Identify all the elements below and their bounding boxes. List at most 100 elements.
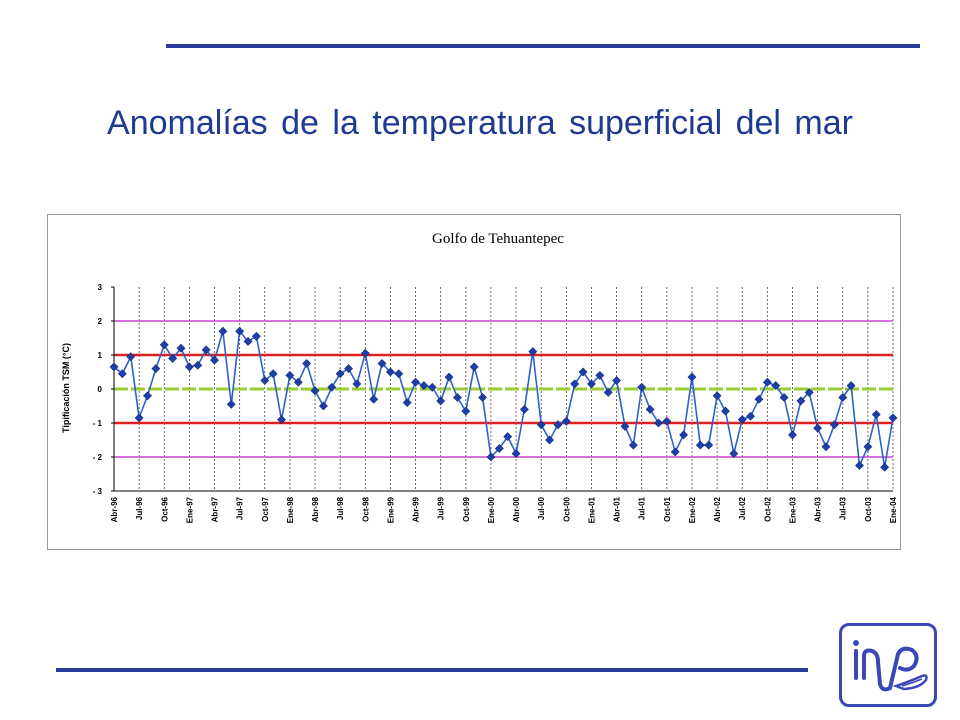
chart-title: Golfo de Tehuantepec: [432, 231, 564, 247]
x-tick-label: Abr-03: [814, 496, 823, 522]
axes: [111, 286, 893, 492]
data-point: [855, 461, 864, 470]
x-tick-label: Oct-01: [663, 496, 672, 521]
data-point: [352, 379, 362, 389]
data-point: [695, 440, 705, 450]
data-point: [134, 413, 144, 423]
data-point: [612, 376, 622, 385]
data-point: [176, 343, 186, 353]
data-point: [595, 370, 605, 380]
chart: Golfo de Tehuantepec Tipificación TSM (°…: [61, 231, 898, 523]
data-point: [385, 367, 395, 377]
x-tick-label: Jul-01: [638, 496, 647, 520]
slide-title: Anomalías de la temperatura superficial …: [107, 104, 853, 142]
y-tick-label: - 3: [93, 487, 103, 496]
data-point: [402, 398, 412, 408]
data-point: [243, 336, 253, 346]
data-point: [302, 359, 312, 368]
data-point: [846, 381, 856, 391]
data-point: [888, 413, 898, 423]
data-point: [344, 364, 353, 374]
data-point: [620, 421, 630, 431]
data-point: [226, 399, 236, 409]
data-point: [168, 353, 178, 363]
x-tick-label: Jul-03: [839, 496, 848, 520]
x-tick-label: Jul-98: [336, 496, 345, 520]
data-point: [561, 416, 571, 426]
y-tick-label: 1: [98, 351, 103, 360]
data-point: [520, 404, 529, 414]
data-point: [251, 331, 261, 341]
data-point: [494, 444, 504, 453]
data-point: [737, 415, 747, 425]
data-point: [829, 420, 839, 430]
data-point: [293, 377, 303, 387]
data-point: [453, 393, 462, 402]
x-tick-label: Abr-96: [110, 496, 119, 522]
y-axis-label: Tipificación TSM (°C): [61, 343, 71, 433]
data-point: [335, 369, 345, 379]
data-point: [779, 393, 789, 402]
x-tick-label: Ene-01: [587, 496, 596, 523]
data-point: [427, 382, 437, 392]
data-point: [545, 435, 554, 445]
top-rule: [166, 44, 920, 48]
data-point: [268, 369, 278, 379]
data-point: [469, 362, 479, 372]
x-tick-label: Abr-99: [412, 496, 421, 522]
x-tick-label: Ene-03: [788, 496, 797, 523]
data-point: [377, 359, 387, 368]
data-point: [159, 340, 169, 350]
data-point: [419, 381, 429, 391]
chart-frame: Golfo de Tehuantepec Tipificación TSM (°…: [47, 214, 901, 550]
inp-logo-icon: [853, 640, 928, 692]
y-tick-label: - 2: [93, 453, 103, 462]
data-point: [461, 406, 471, 416]
data-point: [327, 382, 337, 392]
data-point: [637, 382, 647, 392]
data-point: [838, 393, 848, 402]
data-point: [796, 396, 806, 406]
data-point: [670, 447, 680, 457]
data-point: [603, 387, 613, 397]
x-tick-label: Abr-97: [211, 496, 220, 522]
data-point: [654, 418, 663, 428]
data-point: [662, 416, 672, 426]
x-tick-label: Ene-04: [889, 496, 898, 523]
x-tick-label: Ene-99: [386, 496, 395, 523]
data-point: [880, 462, 890, 472]
data-point: [628, 440, 638, 450]
x-tick-label: Jul-97: [236, 496, 245, 520]
data-point: [871, 410, 881, 419]
data-point: [394, 369, 404, 379]
x-tick-label: Oct-97: [261, 496, 270, 521]
data-point: [679, 430, 689, 440]
data-point: [143, 391, 152, 401]
data-point: [235, 326, 245, 336]
x-tick-label: Oct-96: [160, 496, 169, 521]
x-tick-label: Oct-98: [361, 496, 370, 521]
data-point: [788, 430, 797, 440]
data-point: [360, 348, 370, 358]
data-point: [201, 345, 211, 355]
y-tick-label: - 1: [93, 419, 103, 428]
data-point: [318, 401, 328, 411]
data-point: [570, 379, 580, 389]
data-point: [369, 394, 379, 404]
bottom-rule: [56, 668, 808, 672]
x-tick-label: Ene-00: [487, 496, 496, 523]
data-point: [210, 355, 219, 365]
data-point: [117, 369, 127, 379]
data-point: [218, 326, 228, 336]
x-tick-label: Jul-99: [437, 496, 446, 520]
x-tick-label: Abr-98: [311, 496, 320, 522]
y-tick-labels: 3 2 1 0 - 1 - 2 - 3: [93, 283, 103, 496]
x-tick-label: Oct-02: [763, 496, 772, 521]
series: [109, 326, 898, 472]
x-tick-label: Oct-03: [864, 496, 873, 521]
x-tick-label: Ene-98: [286, 496, 295, 523]
data-point: [553, 420, 563, 430]
x-tick-label: Jul-96: [135, 496, 144, 520]
data-point: [193, 360, 203, 370]
data-point: [310, 386, 320, 396]
